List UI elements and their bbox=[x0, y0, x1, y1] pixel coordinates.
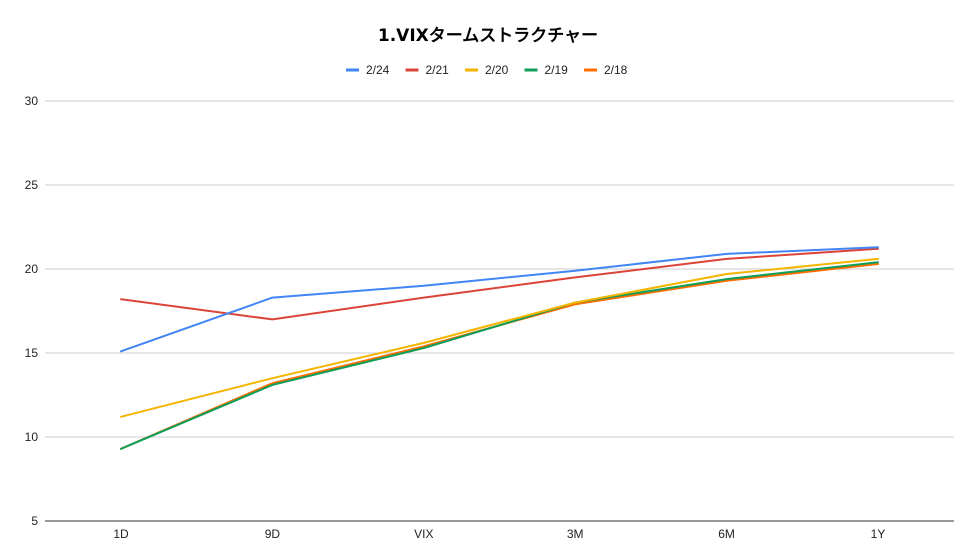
x-tick-label: 6M bbox=[718, 527, 735, 541]
legend-label: 2/19 bbox=[545, 63, 569, 77]
legend-item-2-18: 2/18 bbox=[584, 63, 628, 77]
series-line-2-20 bbox=[120, 257, 879, 418]
y-tick-label: 10 bbox=[25, 430, 39, 444]
x-tick-label: VIX bbox=[414, 527, 433, 541]
y-axis-tick-labels: 5 10 15 20 25 30 bbox=[25, 94, 39, 528]
chart-title: 1.VIXタームストラクチャー bbox=[378, 26, 598, 46]
legend-item-2-24: 2/24 bbox=[346, 63, 390, 77]
x-tick-label: 1D bbox=[113, 527, 129, 541]
x-tick-label: 9D bbox=[265, 527, 281, 541]
series-line-2-18 bbox=[120, 263, 879, 450]
chart-gridlines bbox=[45, 100, 954, 522]
series-line-2-19 bbox=[120, 261, 879, 450]
y-tick-label: 15 bbox=[25, 346, 39, 360]
chart-series-lines bbox=[120, 246, 879, 450]
y-tick-label: 5 bbox=[31, 514, 38, 528]
y-tick-label: 20 bbox=[25, 262, 39, 276]
legend-item-2-20: 2/20 bbox=[465, 63, 509, 77]
y-tick-label: 25 bbox=[25, 178, 39, 192]
legend-label: 2/21 bbox=[426, 63, 450, 77]
legend-label: 2/24 bbox=[366, 63, 390, 77]
x-tick-label: 1Y bbox=[871, 527, 886, 541]
x-axis-tick-labels: 1D 9D VIX 3M 6M 1Y bbox=[113, 527, 885, 541]
legend-label: 2/18 bbox=[604, 63, 628, 77]
legend-item-2-19: 2/19 bbox=[524, 63, 569, 77]
series-line-2-21 bbox=[120, 247, 879, 321]
x-tick-label: 3M bbox=[567, 527, 584, 541]
legend-item-2-21: 2/21 bbox=[405, 63, 450, 77]
series-line-2-24 bbox=[120, 246, 879, 353]
legend-label: 2/20 bbox=[485, 63, 509, 77]
chart-legend: 2/24 2/21 2/20 2/19 2/18 bbox=[346, 63, 628, 77]
y-tick-label: 30 bbox=[25, 94, 39, 108]
